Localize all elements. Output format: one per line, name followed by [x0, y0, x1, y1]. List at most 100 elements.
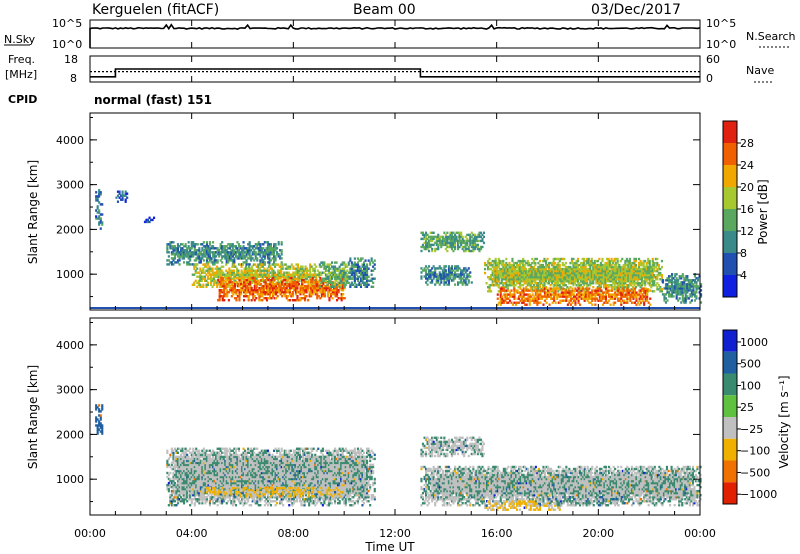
power-cell	[476, 239, 479, 243]
power-cell	[263, 261, 266, 264]
power-cell	[616, 269, 619, 273]
power-cell	[657, 274, 660, 277]
power-cell	[540, 289, 544, 292]
power-cell	[268, 295, 272, 298]
power-cell	[581, 257, 584, 261]
power-cell	[686, 279, 689, 282]
power-cell	[353, 263, 356, 266]
power-cell	[657, 263, 660, 267]
power-cell	[475, 245, 478, 249]
power-cell	[273, 255, 276, 258]
power-cell	[281, 280, 284, 284]
power-cell	[262, 291, 265, 294]
power-cell	[497, 280, 500, 283]
velocity-cell	[181, 461, 184, 465]
power-cell	[210, 251, 213, 254]
power-cell	[636, 278, 639, 281]
power-cell	[532, 276, 535, 279]
power-cell	[552, 280, 555, 283]
power-cell	[619, 271, 622, 275]
power-cell	[613, 259, 616, 263]
power-cell	[327, 277, 331, 280]
power-cell	[211, 273, 214, 276]
power-cell	[648, 284, 651, 287]
power-cell	[332, 273, 335, 276]
power-cell	[203, 265, 207, 268]
power-cell	[500, 274, 503, 277]
power-cell	[116, 194, 120, 197]
power-cell	[552, 271, 555, 275]
power-cell	[437, 275, 440, 278]
power-cell	[194, 263, 197, 266]
power-cell	[319, 276, 322, 280]
power-cell	[626, 289, 629, 292]
power-cell	[440, 243, 443, 247]
power-cell	[426, 247, 429, 251]
power-cell	[510, 295, 513, 298]
power-cell	[488, 288, 491, 291]
power-cell	[593, 267, 596, 271]
velocity-cell	[175, 465, 178, 469]
power-cell	[671, 285, 674, 288]
power-cell	[455, 275, 458, 278]
power-cell	[332, 265, 335, 268]
power-cell	[472, 239, 475, 243]
power-cell	[208, 259, 212, 262]
power-cell	[331, 281, 334, 285]
power-cell	[651, 267, 654, 271]
power-cell	[538, 274, 542, 277]
power-cell	[256, 247, 259, 250]
power-cell	[206, 271, 210, 274]
velocity-cell	[172, 475, 175, 479]
power-cell	[446, 245, 449, 249]
power-cell	[214, 267, 217, 270]
power-cell	[535, 286, 538, 289]
power-cell	[227, 253, 230, 256]
power-cell	[253, 291, 256, 294]
power-cell	[234, 251, 238, 254]
power-cell	[661, 281, 665, 284]
power-cell	[563, 293, 566, 296]
power-cell	[253, 289, 256, 292]
power-cell	[279, 255, 282, 258]
power-cell	[268, 293, 272, 296]
power-cell	[228, 271, 231, 274]
power-cell	[261, 265, 264, 268]
power-cell	[672, 277, 675, 280]
velocity-cell	[98, 410, 101, 413]
power-cell	[485, 263, 488, 267]
power-cell	[472, 245, 475, 249]
power-cell	[638, 276, 641, 279]
power-cell	[653, 274, 656, 277]
power-cell	[633, 291, 637, 294]
power-cell	[356, 269, 360, 272]
velocity-cell	[181, 447, 184, 451]
power-cell	[275, 291, 278, 294]
power-cell	[199, 261, 202, 264]
power-cell	[598, 267, 601, 271]
power-cell	[429, 243, 432, 247]
power-cell	[284, 295, 287, 298]
power-cell	[346, 273, 349, 276]
velocity-cell	[181, 449, 184, 453]
power-cell	[557, 267, 560, 271]
power-cell	[296, 278, 299, 282]
power-cell	[532, 261, 535, 265]
power-cell	[340, 269, 343, 272]
power-cell	[517, 265, 520, 269]
power-cell	[178, 245, 181, 248]
power-cell	[609, 280, 612, 283]
power-cell	[292, 279, 295, 283]
power-cell	[580, 278, 583, 281]
power-cell	[472, 247, 475, 251]
power-cell	[615, 274, 618, 277]
velocity-cell	[169, 483, 172, 487]
power-cell	[494, 278, 497, 281]
power-cell	[540, 282, 543, 285]
power-cell	[604, 286, 607, 289]
power-cell	[534, 293, 537, 296]
power-cell	[581, 274, 584, 277]
power-cell	[666, 291, 669, 294]
power-cell	[537, 293, 540, 296]
power-cell	[511, 282, 514, 285]
